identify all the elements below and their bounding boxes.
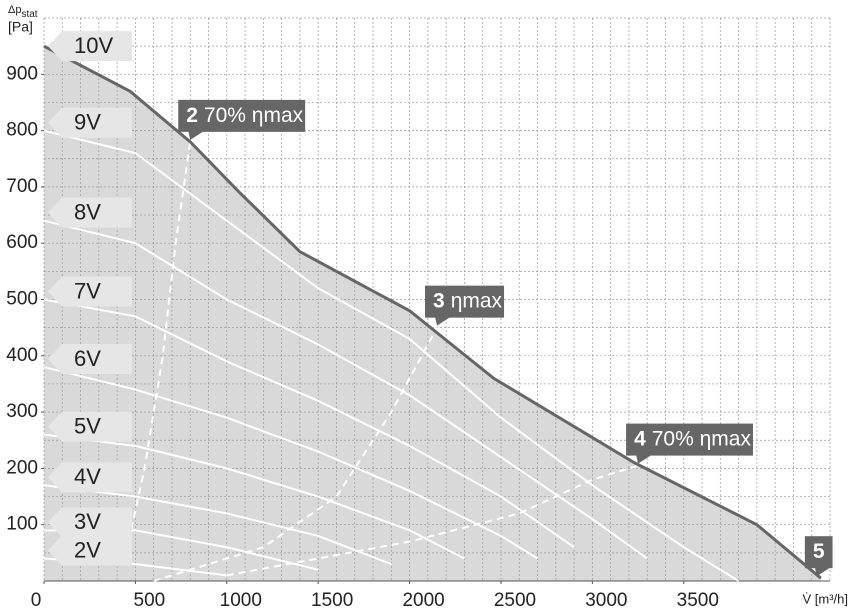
y-tick-label: 100 <box>6 514 38 535</box>
point-text: 70% ηmax <box>652 427 752 450</box>
voltage-label: 3V <box>74 509 101 534</box>
x-tick-label: 3000 <box>585 590 627 609</box>
point-number: 3 <box>433 289 445 312</box>
y-tick-label: 200 <box>6 457 38 478</box>
voltage-label: 2V <box>74 537 101 562</box>
x-tick-label: 1000 <box>220 590 262 609</box>
x-tick-label: 2000 <box>402 590 444 609</box>
voltage-curve <box>43 433 465 560</box>
voltage-curve <box>43 129 740 582</box>
voltage-label-box <box>48 462 132 493</box>
x-tick-label: 1500 <box>311 590 353 609</box>
point-label-text: 5 <box>813 540 825 563</box>
point-label-pointer <box>188 130 205 140</box>
point-label-box <box>804 536 833 569</box>
y-tick-label: 700 <box>6 176 38 197</box>
voltage-label-box <box>48 344 132 375</box>
point-number: 5 <box>813 540 825 563</box>
point-label-text: 4 70% ηmax <box>634 427 751 450</box>
x-tick-label: 0 <box>31 590 42 609</box>
voltage-label: 6V <box>74 346 101 371</box>
voltage-curve <box>43 298 575 549</box>
voltage-label-box <box>48 507 132 538</box>
voltage-curve <box>43 44 822 580</box>
point-label: 3 ηmax <box>425 285 505 326</box>
voltage-label-box <box>48 197 132 228</box>
voltage-label: 9V <box>74 109 101 134</box>
voltage-label-box <box>48 107 132 138</box>
voltage-label-box <box>48 276 132 307</box>
point-number: 2 <box>186 103 198 126</box>
y-tick-label: 400 <box>6 345 38 366</box>
point-label-pointer <box>636 454 653 464</box>
point-label-text: 2 70% ηmax <box>186 103 303 126</box>
y-tick-label: 800 <box>6 120 38 141</box>
y-tick-label: 500 <box>6 289 38 310</box>
efficiency-line <box>226 464 639 577</box>
operating-area <box>44 46 821 581</box>
point-label: 5 <box>804 536 833 577</box>
point-number: 4 <box>634 427 646 450</box>
x-axis-label: V̇ [m³/h] <box>802 591 848 606</box>
x-tick-label: 2500 <box>494 590 536 609</box>
voltage-curve <box>43 219 648 560</box>
point-label-pointer <box>814 567 831 577</box>
voltage-label: 7V <box>74 278 101 303</box>
voltage-curve <box>43 484 392 566</box>
voltage-label-box <box>48 411 132 442</box>
point-label-box <box>626 423 753 456</box>
voltage-label-box <box>48 535 132 566</box>
voltage-label: 10V <box>74 33 113 58</box>
point-label-box <box>178 99 306 132</box>
point-label: 2 70% ηmax <box>178 99 306 140</box>
efficiency-line <box>153 327 438 582</box>
x-tick-label: 500 <box>134 590 166 609</box>
y-axis-unit: [Pa] <box>8 19 33 35</box>
point-label-box <box>425 285 505 318</box>
y-tick-label: 300 <box>6 401 38 422</box>
x-tick-label: 3500 <box>677 590 719 609</box>
y-axis-label: Δpstat <box>8 4 38 20</box>
point-label: 4 70% ηmax <box>626 423 753 464</box>
voltage-label: 4V <box>74 464 101 489</box>
voltage-label: 8V <box>74 199 101 224</box>
voltage-label: 5V <box>74 413 101 438</box>
y-tick-label: 600 <box>6 232 38 253</box>
point-text: ηmax <box>451 289 503 312</box>
voltage-curve <box>43 366 539 560</box>
voltage-label-box <box>48 31 132 62</box>
point-label-pointer <box>435 316 451 326</box>
point-label-text: 3 ηmax <box>433 289 503 312</box>
point-text: 70% ηmax <box>204 103 304 126</box>
y-tick-label: 900 <box>6 63 38 84</box>
